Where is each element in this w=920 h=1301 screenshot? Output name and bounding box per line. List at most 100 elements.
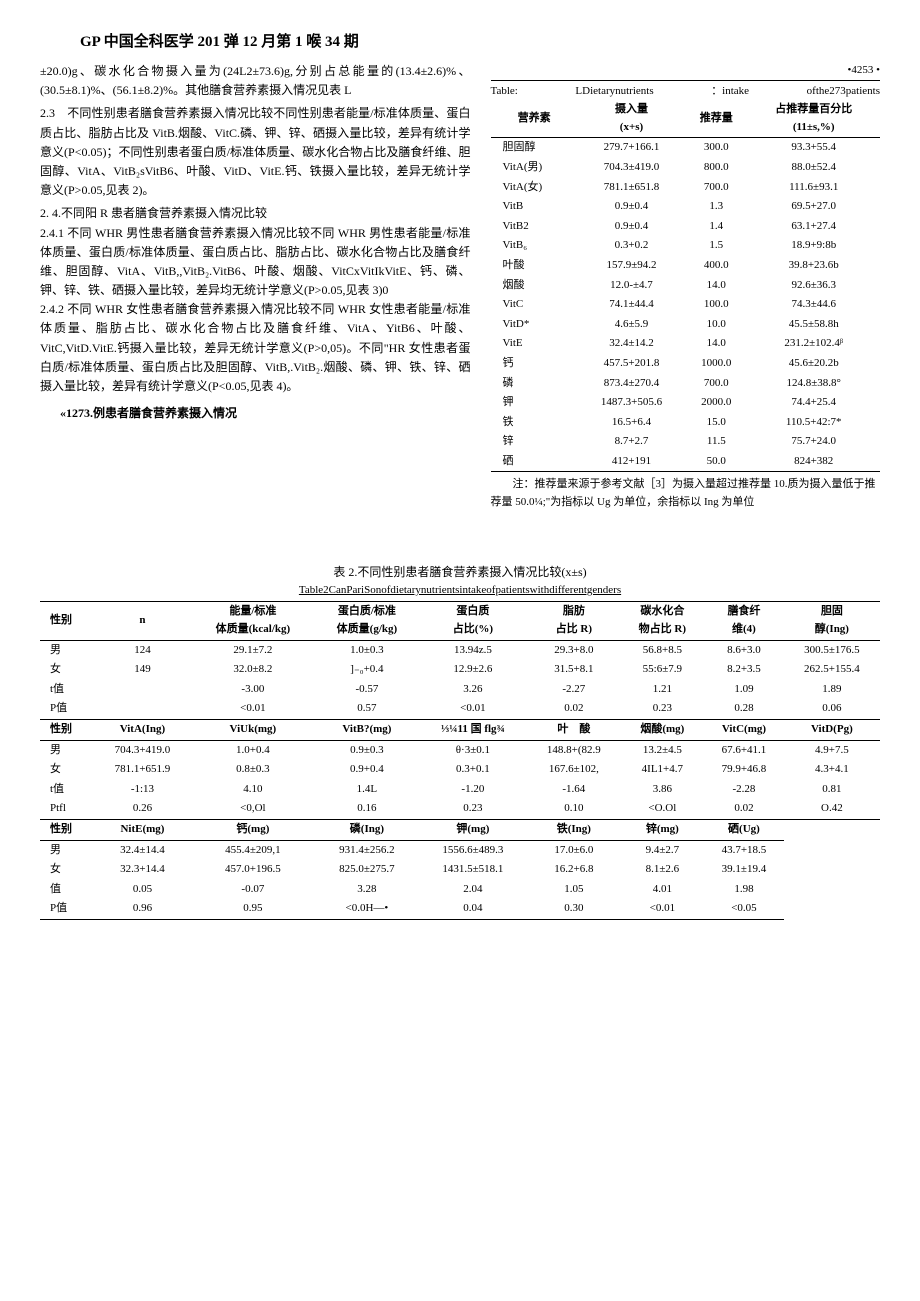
table2-cell: 43.7+18.5 [704, 840, 784, 860]
table1-cell: 8.7+2.7 [578, 432, 685, 452]
table2-cell: 0.95 [191, 899, 316, 919]
section-2-4-1-title: 2.4.1 不同 WHR 男性患者膳食营养素摄入情况比较 [40, 226, 310, 240]
table1-cell: 700.0 [685, 178, 747, 198]
table2-cell: 女 [40, 860, 94, 880]
table1-cell: 279.7+166.1 [578, 138, 685, 158]
table1-cell: 0.9±0.4 [578, 217, 685, 237]
table2-cell: θ·3±0.1 [419, 740, 528, 760]
table1-h1: 摄入量 (x+s) [578, 100, 685, 138]
table2-cell: <0.01 [621, 899, 705, 919]
table1-cell: 叶酸 [491, 256, 578, 276]
table1-bottom-rule [491, 471, 881, 472]
table1-cell: 10.0 [685, 315, 747, 335]
table2-cell: 1.21 [621, 680, 705, 700]
table2-cell: 455.4±209,1 [191, 840, 316, 860]
table1-cell: 39.8+23.6b [747, 256, 880, 276]
table1-row: 烟酸12.0-±4.714.092.6±36.3 [491, 276, 881, 296]
table2-cell: 55:6±7.9 [621, 660, 705, 680]
table2-cell: 4.9+7.5 [784, 740, 880, 760]
table1-cell: VitB2 [491, 217, 578, 237]
table2-row: 男704.3+419.01.0+0.40.9±0.3θ·3±0.1148.8+(… [40, 740, 880, 760]
table1-cell: 75.7+24.0 [747, 432, 880, 452]
table2-cell: 1.05 [527, 880, 620, 900]
table2-cell: 0.16 [315, 799, 418, 819]
table2-cell: -1.20 [419, 780, 528, 800]
table2-cell: 931.4±256.2 [315, 840, 418, 860]
section-2-4-2: 2.4.2 不同 WHR 女性患者膳食营养素摄入情况比较不同 WHR 女性患者能… [40, 300, 471, 396]
table2-cell: 0.30 [527, 899, 620, 919]
table2-cell: 2.04 [419, 880, 528, 900]
table2-header-cell: 性别 [40, 720, 94, 741]
table2-cell: <0,Ol [191, 799, 316, 819]
table2-cell: 8.2+3.5 [704, 660, 784, 680]
table1-cell: 74.4+25.4 [747, 393, 880, 413]
section-2-4-title: 2. 4.不同阳 R 患者膳食营养素摄入情况比较 [40, 204, 471, 223]
table1-cell: 873.4±270.4 [578, 374, 685, 394]
table1-cell: 14.0 [685, 334, 747, 354]
table2-header-cell: VitA(Ing) [94, 720, 190, 741]
table1-cell: 铁 [491, 413, 578, 433]
table2-cell: 32.0±8.2 [191, 660, 316, 680]
table1-cell: 69.5+27.0 [747, 197, 880, 217]
table1-cell: 457.5+201.8 [578, 354, 685, 374]
table1-cell: 45.5±58.8h [747, 315, 880, 335]
table2-row: 女14932.0±8.2]₋₀+0.412.9±2.631.5+8.155:6±… [40, 660, 880, 680]
table1-cell: 11.5 [685, 432, 747, 452]
table1-cell: 704.3±419.0 [578, 158, 685, 178]
table1-cell: VitA(男) [491, 158, 578, 178]
table2-cell: 32.4±14.4 [94, 840, 190, 860]
table2-cell: 值 [40, 880, 94, 900]
table2-cell: -2.28 [704, 780, 784, 800]
section-2-3-title: 2.3 不同性别患者膳食营养素摄入情况比较 [40, 106, 273, 120]
table1-cell: VitE [491, 334, 578, 354]
table2-cell: 1.89 [784, 680, 880, 700]
table2-cell: ]₋₀+0.4 [315, 660, 418, 680]
table2-cell: 0.02 [704, 799, 784, 819]
table2-header-cell: 磷(Ing) [315, 819, 418, 840]
table2-cell: 16.2+6.8 [527, 860, 620, 880]
table2-header-cell: 硒(Ug) [704, 819, 784, 840]
table2-cell: 12.9±2.6 [419, 660, 528, 680]
table2-cell: 262.5+155.4 [784, 660, 880, 680]
table2-cell: 1556.6±489.3 [419, 840, 528, 860]
table1-cell: VitA(女) [491, 178, 578, 198]
left-column: ±20.0)g、碳水化合物摄入量为(24L2±73.6)g,分别占总能量的(13… [40, 62, 471, 523]
table2-header-row: 性别VitA(Ing)ViUk(mg)VitB?(mg)⅓¼11 国 flg¾叶… [40, 720, 880, 741]
table2-row: t值-3.00-0.573.26-2.271.211.091.89 [40, 680, 880, 700]
table2-cell: 3.26 [419, 680, 528, 700]
table1: 营养素 摄入量 (x+s) 推荐量 占推荐量百分比 (11±s,%) 胆固醇27… [491, 100, 881, 471]
table2-row: P值0.960.95<0.0H—•0.040.30<0.01<0.05 [40, 899, 880, 919]
table2-header-cell: 性别 [40, 819, 94, 840]
table2-header-cell: VitD(Pg) [784, 720, 880, 741]
table1-cell: 1.5 [685, 236, 747, 256]
table1-cell: VitC [491, 295, 578, 315]
table1-cell: 18.9+9:8b [747, 236, 880, 256]
table2-cell: 4.10 [191, 780, 316, 800]
table2-header-cell: 脂肪 占比 R) [527, 602, 620, 640]
table1-caption-p0: Table: [491, 83, 518, 101]
table2-cell: -0.07 [191, 880, 316, 900]
table2-header-cell: 膳食纤 维(4) [704, 602, 784, 640]
table2-cell: -1.64 [527, 780, 620, 800]
table1-cell: 800.0 [685, 158, 747, 178]
table2-cell: 0.10 [527, 799, 620, 819]
table1-row: VitB20.9±0.41.463.1+27.4 [491, 217, 881, 237]
table2-cell: 女 [40, 660, 94, 680]
table1-note: 注：推荐量来源于参考文献［3］为摄入量超过推荐量 10.质为摄入量低于推荐量 5… [491, 476, 881, 511]
table2-cell: 0.8±0.3 [191, 760, 316, 780]
table2-cell: t值 [40, 680, 94, 700]
table2-cell: Ptfl [40, 799, 94, 819]
table1-cell: 1000.0 [685, 354, 747, 374]
table1-cell: 88.0±52.4 [747, 158, 880, 178]
table1-row: 硒412+19150.0824+382 [491, 452, 881, 472]
table2-cell: 男 [40, 740, 94, 760]
table1-row: VitA(男)704.3±419.0800.088.0±52.4 [491, 158, 881, 178]
table2-cell: 男 [40, 640, 94, 660]
table2-cell: 0.05 [94, 880, 190, 900]
table1-cell: 32.4±14.2 [578, 334, 685, 354]
table1-cell: 412+191 [578, 452, 685, 472]
table1-cell: 4.6±5.9 [578, 315, 685, 335]
table2-cell: P值 [40, 699, 94, 719]
table2-header-cell: 蛋白质 占比(%) [419, 602, 528, 640]
table2-cell: 1.4L [315, 780, 418, 800]
